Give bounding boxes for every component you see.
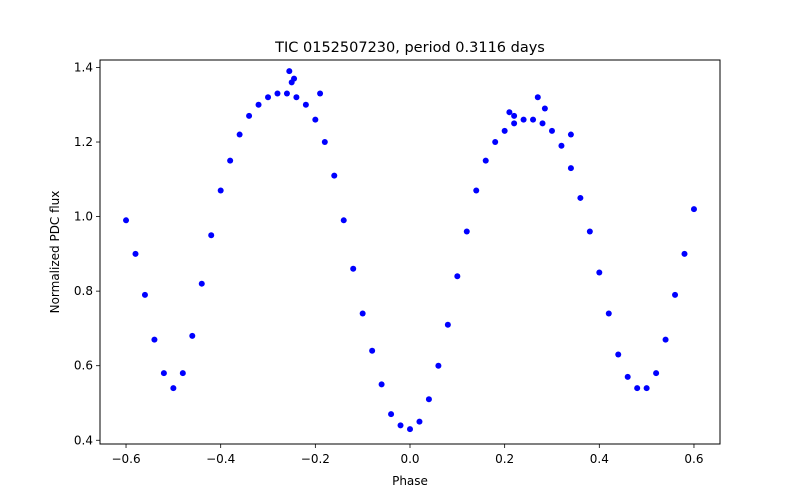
data-point xyxy=(170,385,177,392)
data-points xyxy=(123,68,697,433)
data-point xyxy=(293,94,300,101)
data-point xyxy=(302,101,309,108)
data-point xyxy=(321,139,328,146)
data-point xyxy=(653,370,660,377)
data-point xyxy=(141,291,148,298)
data-point xyxy=(198,280,205,287)
y-axis: 0.4 0.6 0.8 1.0 1.2 1.4 xyxy=(74,60,100,447)
x-tick-label: −0.4 xyxy=(206,452,235,466)
data-point xyxy=(208,232,215,239)
data-point xyxy=(286,68,293,75)
data-point xyxy=(605,310,612,317)
data-point xyxy=(407,426,413,433)
data-point xyxy=(511,120,518,127)
data-point xyxy=(596,269,603,276)
y-tick-label: 1.2 xyxy=(74,135,93,149)
data-point xyxy=(681,250,688,257)
data-point xyxy=(388,411,395,418)
data-point xyxy=(539,120,546,127)
data-point xyxy=(246,112,253,119)
data-point xyxy=(317,90,324,97)
data-point xyxy=(378,381,385,388)
data-point xyxy=(586,228,593,235)
y-tick-label: 0.4 xyxy=(74,433,93,447)
data-point xyxy=(265,94,272,101)
data-point xyxy=(359,310,366,317)
data-point xyxy=(160,370,167,377)
x-tick-label: 0.0 xyxy=(400,452,419,466)
x-axis: −0.6 −0.4 −0.2 0.0 0.2 0.4 0.6 xyxy=(111,444,704,466)
data-point xyxy=(690,206,697,213)
data-point xyxy=(567,131,574,138)
data-point xyxy=(274,90,281,97)
data-point xyxy=(340,217,347,224)
data-point xyxy=(506,109,513,116)
x-tick-label: 0.4 xyxy=(590,452,609,466)
data-point xyxy=(511,112,518,119)
data-point xyxy=(179,370,186,377)
data-point xyxy=(501,127,508,134)
data-point xyxy=(227,157,234,164)
data-point xyxy=(350,265,357,272)
data-point xyxy=(548,127,555,134)
x-tick-label: −0.2 xyxy=(301,452,330,466)
data-point xyxy=(435,362,442,369)
data-point xyxy=(151,336,158,343)
data-point xyxy=(132,250,139,257)
x-tick-label: 0.6 xyxy=(684,452,703,466)
data-point xyxy=(567,165,574,172)
data-point xyxy=(283,90,290,97)
data-point xyxy=(255,101,262,108)
data-point xyxy=(615,351,622,358)
data-point xyxy=(634,385,641,392)
y-tick-label: 0.6 xyxy=(74,359,93,373)
data-point xyxy=(558,142,565,149)
data-point xyxy=(482,157,489,164)
data-point xyxy=(672,291,679,298)
x-axis-label: Phase xyxy=(392,474,428,488)
data-point xyxy=(541,105,548,112)
data-point xyxy=(416,418,423,425)
data-point xyxy=(444,321,451,328)
data-point xyxy=(236,131,243,138)
data-point xyxy=(425,396,432,403)
data-point xyxy=(189,332,196,339)
data-point xyxy=(312,116,319,123)
data-point xyxy=(662,336,669,343)
data-point xyxy=(492,139,499,146)
data-point xyxy=(473,187,480,194)
data-point xyxy=(643,385,650,392)
data-point xyxy=(463,228,470,235)
data-point xyxy=(397,422,404,429)
data-point xyxy=(369,347,376,354)
x-tick-label: 0.2 xyxy=(495,452,514,466)
data-point xyxy=(331,172,338,179)
chart-title: TIC 0152507230, period 0.3116 days xyxy=(274,40,545,56)
y-tick-label: 1.0 xyxy=(74,210,93,224)
data-point xyxy=(123,217,130,224)
x-tick-label: −0.6 xyxy=(111,452,140,466)
data-point xyxy=(217,187,224,194)
y-tick-label: 1.4 xyxy=(74,60,93,74)
y-axis-label: Normalized PDC flux xyxy=(48,191,62,314)
data-point xyxy=(624,373,631,380)
data-point xyxy=(577,194,584,201)
data-point xyxy=(454,273,461,280)
y-tick-label: 0.8 xyxy=(74,284,93,298)
data-point xyxy=(288,79,295,86)
data-point xyxy=(520,116,527,123)
data-point xyxy=(530,116,537,123)
data-point xyxy=(534,94,541,101)
